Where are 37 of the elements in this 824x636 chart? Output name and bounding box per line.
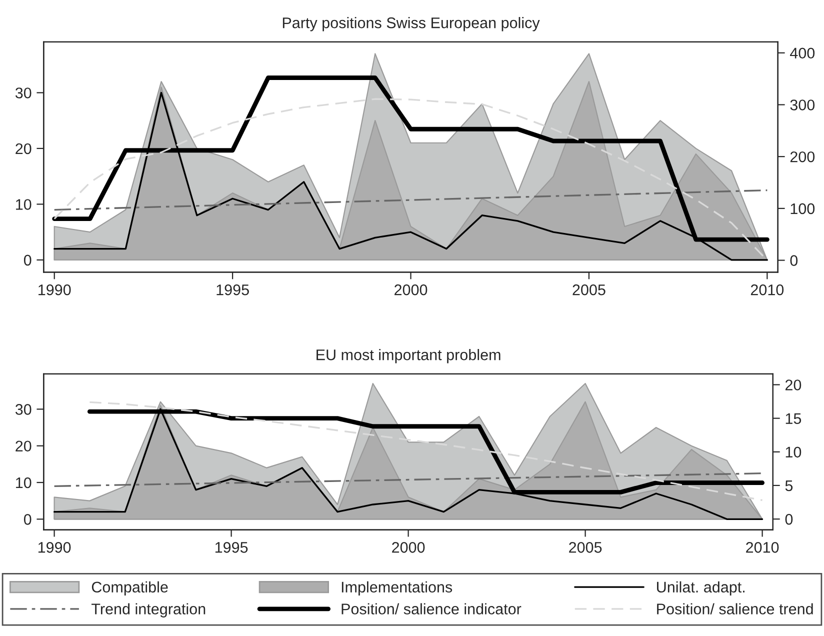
y2-tick-label: 10 [786,446,802,458]
y-tick-label: 0 [24,514,32,525]
chart-title: EU most important problem [316,349,500,364]
y2-tick-label: 400 [790,48,815,59]
x-tick-label: 2005 [572,284,606,296]
chart-title: Party positions Swiss European policy [282,17,540,32]
x-tick-label: 2010 [746,542,779,553]
legend-label: Position/ salience trend [657,603,813,614]
y2-tick-label: 5 [785,480,793,492]
legend-label: Trend integration [92,603,206,618]
x-tick-label: 2000 [394,284,428,296]
y2-tick-label: 0 [785,514,793,525]
x-tick-label: 2005 [569,542,602,553]
y2-tick-label: 300 [790,100,815,110]
x-tick-label: 1990 [38,284,71,296]
y-tick-label: 20 [16,143,32,154]
line-series [88,401,764,502]
legend-label: Position/ salience indicator [342,603,522,614]
x-tick-label: 2000 [392,542,425,553]
legend-label: Compatible [92,581,168,596]
y2-tick-label: 15 [786,413,802,424]
legend-label: Unilat. adapt. [657,581,744,596]
y-tick-label: 10 [16,477,32,488]
y-tick-label: 20 [16,440,32,452]
y2-tick-label: 0 [790,255,798,266]
y2-tick-label: 20 [785,380,802,390]
x-tick-label: 1990 [38,542,71,553]
y2-tick-label: 100 [790,203,815,214]
y-tick-label: 30 [15,88,32,98]
y-tick-label: 10 [16,199,32,210]
y-tick-label: 0 [24,254,32,266]
x-tick-label: 1995 [216,284,249,296]
legend-label: Implementations [342,581,452,596]
x-tick-label: 2010 [750,284,784,296]
y-tick-label: 30 [15,404,32,415]
x-tick-label: 1995 [215,542,248,553]
y2-tick-label: 200 [790,151,815,162]
